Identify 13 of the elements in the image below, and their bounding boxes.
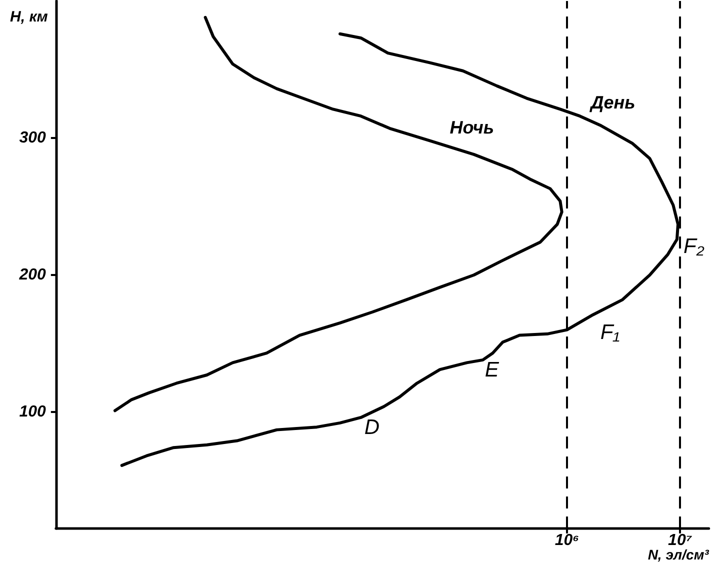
y-tick-label: 300 — [19, 130, 46, 146]
annotation: D — [364, 416, 380, 439]
annotation: E — [484, 358, 500, 382]
x-axis-title: N, эл/см³ — [648, 546, 710, 562]
series-label: День — [588, 92, 636, 113]
series-label: Ночь — [450, 117, 494, 138]
x-tick-label: 10⁷ — [668, 532, 693, 549]
y-axis-title: H, км — [10, 8, 48, 26]
annotation: F₂ — [684, 234, 704, 258]
y-tick-label: 100 — [19, 404, 46, 420]
y-tick-label: 200 — [18, 266, 46, 284]
x-tick-label: 10⁶ — [554, 532, 580, 549]
annotation: F₁ — [600, 321, 620, 344]
